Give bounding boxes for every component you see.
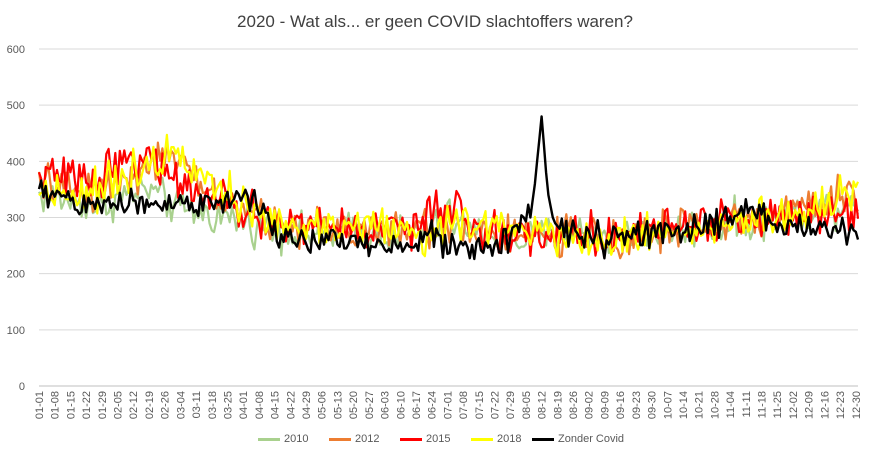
x-tick-label: 03-25: [222, 391, 234, 419]
x-tick-label: 04-22: [285, 391, 297, 419]
x-tick-label: 01-29: [97, 391, 109, 419]
x-tick-label: 11-11: [741, 391, 753, 418]
x-tick-label: 10-21: [694, 391, 706, 419]
legend-item: 2015: [400, 433, 450, 445]
x-tick-label: 09-09: [599, 391, 611, 419]
x-tick-label: 12-16: [819, 391, 831, 419]
series-line-2010: [38, 173, 860, 257]
x-tick-label: 10-28: [709, 391, 721, 419]
x-tick-label: 02-19: [144, 391, 156, 419]
x-tick-label: 09-23: [631, 391, 643, 419]
x-tick-label: 05-27: [364, 391, 376, 419]
legend-label: Zonder Covid: [558, 433, 625, 445]
x-tick-label: 03-04: [175, 391, 187, 419]
x-tick-label: 12-23: [835, 391, 847, 419]
x-tick-label: 06-10: [395, 391, 407, 419]
x-tick-label: 10-07: [662, 391, 674, 419]
legend-item: 2012: [329, 433, 379, 445]
x-tick-label: 08-12: [537, 391, 549, 419]
legend-swatch: [329, 437, 351, 441]
x-tick-label: 12-09: [804, 391, 816, 419]
legend-label: 2012: [355, 433, 380, 445]
x-tick-label: 07-01: [442, 391, 454, 419]
x-tick-label: 01-01: [34, 391, 46, 419]
x-tick-label: 08-19: [552, 391, 564, 419]
x-tick-label: 04-29: [301, 391, 313, 419]
x-tick-label: 03-18: [207, 391, 219, 419]
y-tick-label: 100: [7, 325, 25, 337]
x-tick-label: 07-22: [489, 391, 501, 419]
x-tick-label: 09-16: [615, 391, 627, 419]
x-tick-label: 06-24: [427, 391, 439, 419]
x-tick-label: 01-22: [81, 391, 93, 419]
x-tick-label: 08-26: [568, 391, 580, 419]
y-tick-label: 600: [7, 44, 25, 56]
y-tick-label: 0: [19, 381, 25, 393]
x-tick-label: 12-02: [788, 391, 800, 419]
x-tick-label: 05-13: [332, 391, 344, 419]
series-line-zonder-covid: [37, 115, 860, 261]
x-tick-label: 01-08: [50, 391, 62, 419]
y-tick-label: 300: [7, 213, 25, 225]
x-tick-label: 06-03: [380, 391, 392, 419]
x-tick-label: 05-06: [317, 391, 329, 419]
x-tick-label: 11-25: [772, 391, 784, 418]
legend-swatch: [400, 437, 422, 441]
legend-swatch: [258, 437, 280, 441]
x-tick-label: 07-08: [458, 391, 470, 419]
x-tick-label: 07-15: [474, 391, 486, 419]
x-tick-label: 07-29: [505, 391, 517, 419]
legend-item: Zonder Covid: [532, 433, 624, 445]
x-tick-label: 03-11: [191, 391, 203, 418]
x-tick-label: 11-18: [757, 391, 769, 418]
y-tick-label: 500: [7, 100, 25, 112]
chart-title: 2020 - Wat als... er geen COVID slachtof…: [237, 12, 633, 31]
x-tick-label: 11-04: [725, 391, 737, 418]
series-line-2018: [38, 133, 860, 258]
legend-label: 2018: [497, 433, 522, 445]
x-tick-label: 10-14: [678, 391, 690, 419]
legend-item: 2018: [471, 433, 521, 445]
x-tick-label: 08-05: [521, 391, 533, 419]
x-tick-label: 05-20: [348, 391, 360, 419]
x-tick-label: 06-17: [411, 391, 423, 419]
x-tick-label: 09-02: [584, 391, 596, 419]
x-tick-label: 02-05: [113, 391, 125, 419]
x-tick-label: 12-30: [851, 391, 863, 419]
legend-label: 2010: [284, 433, 309, 445]
x-tick-label: 01-15: [65, 391, 77, 419]
y-tick-label: 200: [7, 269, 25, 281]
x-tick-label: 02-12: [128, 391, 140, 419]
legend-swatch: [532, 437, 554, 441]
y-tick-label: 400: [7, 156, 25, 168]
x-tick-label: 04-15: [270, 391, 282, 419]
legend-label: 2015: [426, 433, 451, 445]
legend: 2010 2012 2015 2018 Zonder Covid: [0, 433, 870, 451]
legend-item: 2010: [258, 433, 308, 445]
x-tick-label: 04-08: [254, 391, 266, 419]
x-tick-label: 09-30: [647, 391, 659, 419]
legend-swatch: [471, 437, 493, 441]
x-tick-label: 04-01: [238, 391, 250, 419]
x-tick-label: 02-26: [160, 391, 172, 419]
